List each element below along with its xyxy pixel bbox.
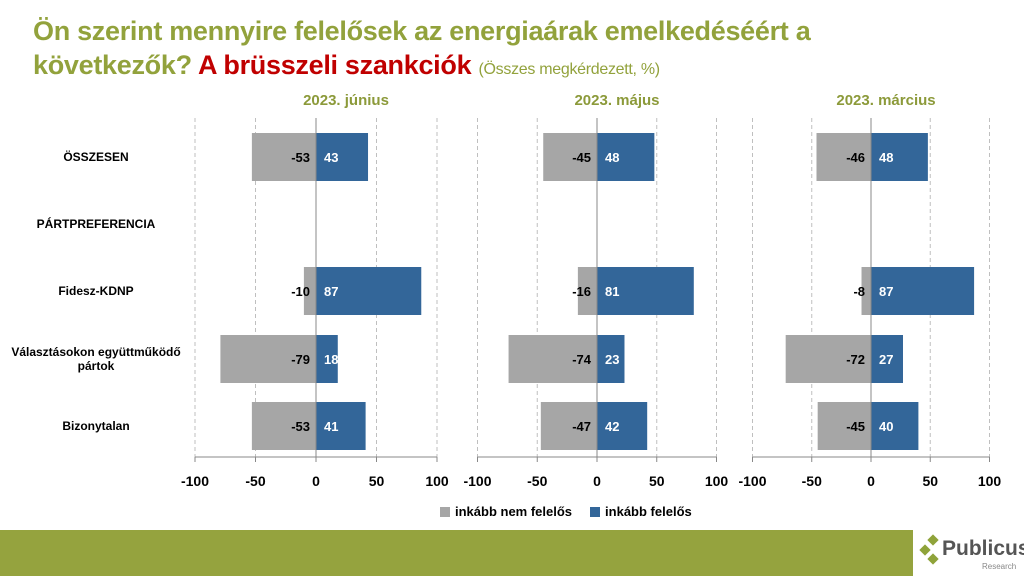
legend-swatch xyxy=(590,507,601,517)
category-label: Választásokon együttműködő pártok xyxy=(11,345,181,373)
bar-negative xyxy=(251,402,316,450)
bar-negative xyxy=(220,335,316,383)
bar-negative xyxy=(817,402,871,450)
bar-negative xyxy=(861,267,871,315)
data-label-positive: 87 xyxy=(879,284,893,299)
bar-positive xyxy=(871,335,903,383)
chart-title: Ön szerint mennyire felelősek az energia… xyxy=(33,14,811,87)
bar-positive xyxy=(316,335,338,383)
bar-negative xyxy=(508,335,597,383)
bar-positive xyxy=(871,133,928,181)
data-label-positive: 41 xyxy=(324,419,338,434)
legend-swatch xyxy=(440,507,450,517)
data-label-negative: -47 xyxy=(572,419,591,434)
bar-negative xyxy=(577,267,597,315)
x-tick-label: -50 xyxy=(802,473,822,489)
legend-label: inkább felelős xyxy=(605,504,692,519)
data-label-negative: -8 xyxy=(853,284,865,299)
footer-bar xyxy=(0,530,913,576)
x-tick-label: 0 xyxy=(312,473,320,489)
data-label-negative: -79 xyxy=(291,352,310,367)
data-label-negative: -72 xyxy=(846,352,865,367)
data-label-positive: 23 xyxy=(605,352,619,367)
bar-positive xyxy=(871,402,919,450)
title-subtitle: (Összes megkérdezett, %) xyxy=(478,61,661,78)
data-label-negative: -45 xyxy=(846,419,865,434)
data-label-positive: 42 xyxy=(605,419,619,434)
legend-item-negative: inkább nem felelős xyxy=(440,504,572,519)
x-tick-label: -100 xyxy=(738,473,766,489)
x-tick-label: -100 xyxy=(463,473,491,489)
legend-item-positive: inkább felelős xyxy=(590,504,692,519)
bar-negative xyxy=(303,267,316,315)
category-label: PÁRTPREFERENCIA xyxy=(36,217,156,231)
panel-title: 2023. május xyxy=(574,92,660,109)
title-line2: következők? xyxy=(33,50,192,80)
bar-negative xyxy=(251,133,316,181)
x-tick-label: -100 xyxy=(181,473,209,489)
data-label-positive: 18 xyxy=(324,352,338,367)
data-label-positive: 48 xyxy=(605,150,619,165)
x-tick-label: 100 xyxy=(705,473,729,489)
category-label: Fidesz-KDNP xyxy=(58,284,134,298)
panel-title: 2023. március xyxy=(836,92,936,109)
x-tick-label: 0 xyxy=(867,473,875,489)
legend: inkább nem felelős inkább felelős xyxy=(440,504,692,519)
bar-positive xyxy=(316,133,369,181)
legend-label: inkább nem felelős xyxy=(455,504,573,519)
data-label-positive: 48 xyxy=(879,150,893,165)
x-tick-label: 50 xyxy=(922,473,938,489)
bar-positive xyxy=(597,133,655,181)
panel-title: 2023. június xyxy=(303,92,389,109)
logo-name: Publicus xyxy=(942,537,1024,560)
data-label-negative: -46 xyxy=(846,150,865,165)
data-label-negative: -45 xyxy=(572,150,591,165)
data-label-positive: 27 xyxy=(879,352,893,367)
bar-positive xyxy=(316,267,422,315)
data-label-positive: 43 xyxy=(324,150,338,165)
data-label-negative: -53 xyxy=(291,419,310,434)
x-tick-label: 50 xyxy=(369,473,385,489)
title-highlight: A brüsszeli szankciók xyxy=(197,50,472,80)
bar-positive xyxy=(316,402,366,450)
bar-positive xyxy=(597,402,648,450)
x-tick-label: 100 xyxy=(425,473,449,489)
bar-negative xyxy=(543,133,597,181)
x-tick-label: 100 xyxy=(978,473,1002,489)
category-label: Bizonytalan xyxy=(62,419,130,433)
logo-sub: Research xyxy=(982,562,1017,571)
data-label-positive: 40 xyxy=(879,419,893,434)
x-tick-label: 50 xyxy=(649,473,665,489)
data-label-negative: -16 xyxy=(572,284,591,299)
bar-positive xyxy=(871,267,975,315)
x-tick-label: -50 xyxy=(527,473,547,489)
x-tick-label: -50 xyxy=(245,473,265,489)
data-label-positive: 81 xyxy=(605,284,619,299)
logo-diamonds-icon xyxy=(919,534,939,565)
data-label-positive: 87 xyxy=(324,284,338,299)
data-label-negative: -10 xyxy=(291,284,310,299)
title-line1: Ön szerint mennyire felelősek az energia… xyxy=(33,16,811,46)
bar-negative xyxy=(816,133,871,181)
x-tick-label: 0 xyxy=(593,473,601,489)
bar-negative xyxy=(540,402,597,450)
bar-positive xyxy=(597,267,694,315)
bar-negative xyxy=(785,335,871,383)
data-label-negative: -74 xyxy=(572,352,592,367)
data-label-negative: -53 xyxy=(291,150,310,165)
category-label: ÖSSZESEN xyxy=(63,150,129,164)
bar-positive xyxy=(597,335,625,383)
chart-area: -100 -50 0 50 100 -53 -10 -79 -53 43 87 18 41 -100 -50… xyxy=(181,118,1002,489)
publicus-logo: Publicus Research xyxy=(918,534,1024,576)
